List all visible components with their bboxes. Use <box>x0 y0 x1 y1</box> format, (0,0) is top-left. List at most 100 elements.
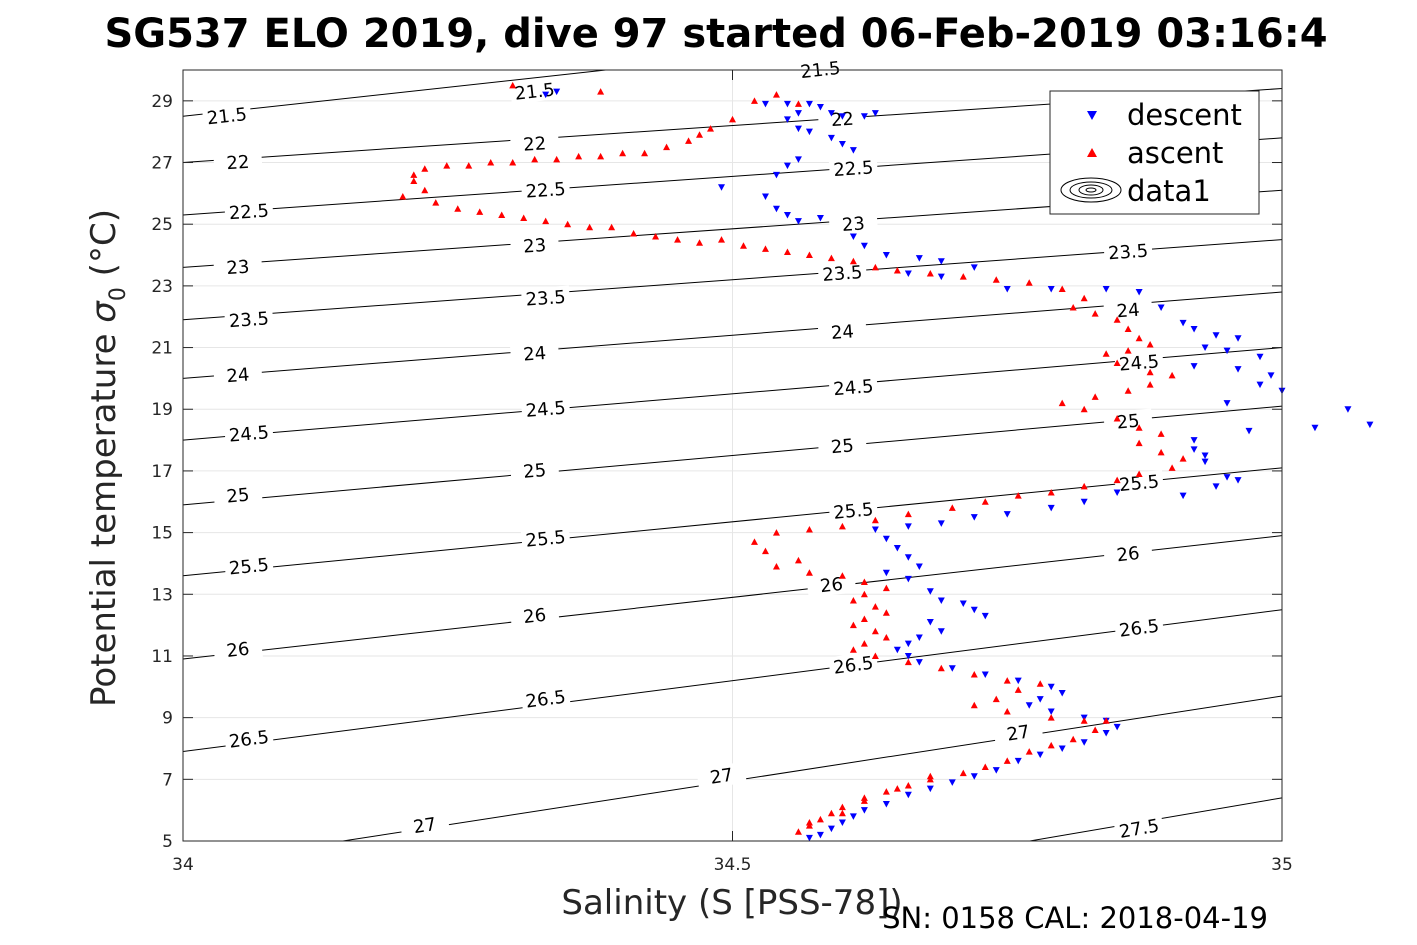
descent-point <box>1190 437 1198 444</box>
ascent-point <box>1014 686 1022 693</box>
ascent-point <box>586 223 594 231</box>
ascent-point <box>1179 455 1187 462</box>
contour-label-bg <box>828 651 879 679</box>
density-contour-line <box>183 405 1282 506</box>
ascent-point <box>707 125 715 132</box>
y-axis-label-unit: (°C) <box>84 209 124 276</box>
descent-point <box>1135 289 1143 296</box>
descent-point <box>1223 400 1231 407</box>
ascent-point <box>805 818 813 826</box>
contour-label-bg <box>828 211 879 236</box>
ascent-point <box>849 621 857 629</box>
ascent-point <box>476 208 484 215</box>
ascent-point <box>860 590 868 598</box>
descent-point <box>1201 452 1209 459</box>
ascent-point <box>1102 350 1110 357</box>
ascent-point <box>871 652 879 659</box>
descent-point <box>860 807 868 814</box>
ascent-point <box>882 584 890 592</box>
contour-label-bg <box>520 525 571 552</box>
descent-point <box>827 825 835 833</box>
contour-label-bg <box>992 718 1044 747</box>
descent-point <box>970 773 978 780</box>
ascent-point <box>1157 448 1165 456</box>
x-axis-ticks: 34 34.5 35 <box>172 70 1293 875</box>
y-axis-ticks: 5 7 9 11 13 15 17 19 21 23 25 27 29 <box>151 92 1282 852</box>
density-contour-line <box>183 291 1282 379</box>
descent-point <box>838 113 846 120</box>
ascent-point <box>1003 757 1011 764</box>
ascent-point <box>1080 482 1088 490</box>
descent-point <box>882 252 890 259</box>
ascent-point <box>794 828 802 835</box>
descent-point <box>772 171 780 179</box>
contour-label-bg <box>828 156 879 181</box>
ascent-point <box>1025 748 1033 755</box>
ascent-point <box>1113 414 1121 422</box>
descent-point <box>1344 406 1352 413</box>
ascent-point <box>838 809 846 817</box>
descent-point <box>959 600 967 608</box>
descent-point <box>805 128 813 136</box>
ascent-point <box>827 809 835 817</box>
ascent-point <box>805 526 813 533</box>
descent-point <box>882 800 890 808</box>
descent-point <box>893 545 901 552</box>
descent-point <box>1080 498 1088 506</box>
descent-point <box>761 100 769 108</box>
descent-point <box>981 671 989 678</box>
descent-point <box>1058 745 1066 752</box>
contour-label: 21.5 <box>514 79 556 104</box>
descent-point <box>1245 427 1253 435</box>
ascent-point <box>432 199 440 206</box>
ascent-point <box>970 701 978 709</box>
ascent-point <box>992 695 1000 703</box>
y-axis-label-subscript: 0 <box>106 287 131 301</box>
contour-label-bg <box>509 233 560 258</box>
ascent-point <box>696 239 704 246</box>
ascent-point <box>860 640 868 647</box>
ascent-point <box>882 788 890 795</box>
contour-label-bg <box>223 725 275 753</box>
descent-series <box>542 88 1374 842</box>
contour-label-bg <box>828 497 879 524</box>
descent-point <box>1190 363 1198 370</box>
contour-label-bg <box>509 78 560 105</box>
descent-point <box>827 134 835 142</box>
contour-label-bg <box>1114 350 1164 375</box>
ascent-point <box>849 646 857 653</box>
descent-point <box>981 612 989 620</box>
descent-point <box>948 779 956 786</box>
contour-label-bg <box>817 433 868 459</box>
contour-label: 27 <box>709 765 735 789</box>
descent-point <box>1212 332 1220 339</box>
contour-label-bg <box>817 319 868 344</box>
ascent-point <box>1146 381 1154 388</box>
ascent-point <box>608 223 616 231</box>
ascent-point <box>597 88 605 95</box>
contour-label: 23.5 <box>228 308 269 332</box>
descent-point <box>1190 326 1198 333</box>
y-tick-label: 11 <box>151 647 173 667</box>
contour-label: 26 <box>522 605 547 628</box>
contour-label-bg <box>509 131 560 156</box>
descent-point <box>860 242 868 250</box>
contour-label: 22 <box>830 109 854 131</box>
contour-label-bg <box>509 340 560 366</box>
contour-label-bg <box>509 602 560 629</box>
density-contour-line <box>183 347 1282 441</box>
legend-data1-label: data1 <box>1127 174 1211 208</box>
y-tick-label: 27 <box>151 154 173 174</box>
ascent-point <box>739 242 747 249</box>
ascent-point <box>772 563 780 570</box>
descent-point <box>1179 319 1187 327</box>
contour-label: 23.5 <box>1107 241 1149 265</box>
y-tick-label: 9 <box>162 709 173 729</box>
descent-point <box>1102 730 1110 737</box>
ascent-point <box>871 627 879 635</box>
contour-label: 24 <box>1116 300 1140 323</box>
ascent-point <box>816 815 824 823</box>
descent-point <box>794 110 802 117</box>
contour-label: 25.5 <box>228 555 270 580</box>
